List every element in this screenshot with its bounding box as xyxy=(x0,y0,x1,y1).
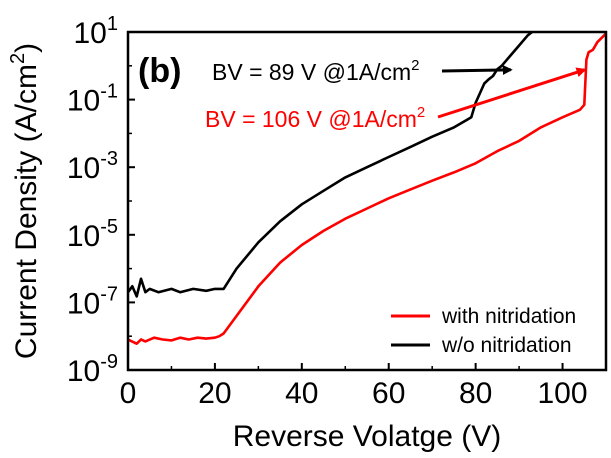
y-axis-title: Current Density (A/cm2) xyxy=(7,43,43,359)
x-axis-title: Reverse Volatge (V) xyxy=(233,420,501,453)
y-tick-label-2: 10-5 xyxy=(67,216,118,253)
legend-label-0: with nitridation xyxy=(441,305,576,328)
y-axis-title-main: Current Density (A/cm xyxy=(10,64,43,359)
annotation-0: BV = 89 V @1A/cm2 xyxy=(212,57,419,85)
y-tick-label-1: 10-7 xyxy=(67,283,118,320)
annotation-arrow-1 xyxy=(437,67,587,119)
annotation-1: BV = 106 V @1A/cm2 xyxy=(205,104,425,132)
panel-label: (b) xyxy=(138,52,181,90)
y-tick-label-5: 101 xyxy=(74,13,119,50)
annotation-arrow-0 xyxy=(441,64,513,75)
x-tick-label-2: 40 xyxy=(285,377,318,410)
x-tick-label-0: 0 xyxy=(120,377,137,410)
x-tick-label-5: 100 xyxy=(538,377,588,410)
y-axis-title-end: ) xyxy=(10,43,43,53)
series-line-1 xyxy=(128,32,533,298)
series-line-0 xyxy=(128,32,606,346)
ticks-layer: 0 20 40 60 80 100 10-9 10-7 10-5 10-3 10-1 101 xyxy=(67,13,588,410)
y-tick-label-0: 10-9 xyxy=(67,351,118,388)
series-layer xyxy=(128,32,606,346)
annotations-layer: BV = 89 V @1A/cm2 BV = 106 V @1A/cm2 xyxy=(205,57,587,132)
x-tick-label-3: 60 xyxy=(372,377,405,410)
x-tick-label-1: 20 xyxy=(198,377,231,410)
legend: with nitridation w/o nitridation xyxy=(391,305,576,357)
x-tick-label-4: 80 xyxy=(459,377,492,410)
y-tick-label-3: 10-3 xyxy=(67,148,118,185)
legend-label-1: w/o nitridation xyxy=(441,334,572,357)
y-axis-title-sup: 2 xyxy=(7,53,29,64)
y-tick-label-4: 10-1 xyxy=(67,81,118,118)
